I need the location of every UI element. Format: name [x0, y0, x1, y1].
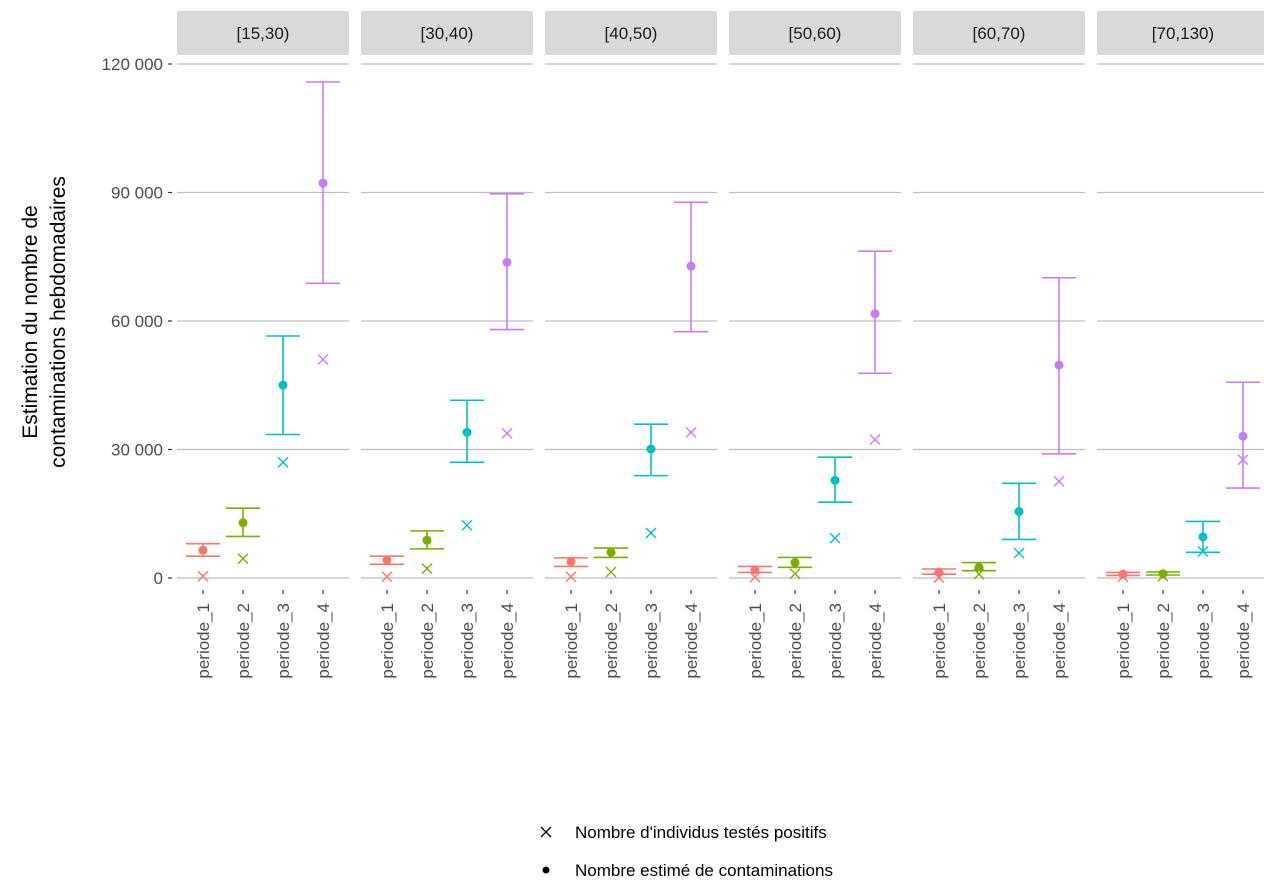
positives-point-periode_2: [237, 553, 249, 565]
positives-point-periode_2: [1157, 570, 1169, 582]
estimate-point-periode_2: [422, 535, 432, 545]
positives-point-periode_2: [789, 568, 801, 580]
positives-point-periode_1: [381, 571, 393, 583]
estimate-point-periode_3: [278, 380, 288, 390]
x-tick-label: periode_1: [194, 603, 213, 679]
positives-point-periode_1: [1117, 571, 1129, 583]
facet-strip: [545, 11, 717, 55]
positives-point-periode_4: [685, 426, 697, 438]
x-tick-label: periode_2: [418, 603, 437, 679]
positives-point-periode_2: [605, 566, 617, 578]
y-tick-label: 0: [154, 569, 163, 588]
x-tick-label: periode_2: [234, 603, 253, 679]
x-tick-label: periode_1: [930, 603, 949, 679]
estimate-point-periode_3: [462, 427, 472, 437]
facet-strip: [361, 11, 533, 55]
x-tick-label: periode_2: [786, 603, 805, 679]
legend-label-estimate: Nombre estimé de contaminations: [575, 861, 833, 880]
legend-cross-symbol: [540, 826, 552, 838]
estimate-point-periode_3: [830, 475, 840, 485]
estimate-point-periode_4: [870, 309, 880, 319]
legend-dot-symbol: [542, 866, 550, 874]
x-tick-label: periode_4: [682, 603, 701, 679]
facet-strip: [913, 11, 1085, 55]
positives-point-periode_3: [461, 519, 473, 531]
x-tick-label: periode_3: [274, 603, 293, 679]
facet-label: [15,30): [237, 24, 290, 43]
x-tick-label: periode_2: [602, 603, 621, 679]
facet-strip: [1097, 11, 1264, 55]
positives-point-periode_1: [565, 571, 577, 583]
y-axis-title-line1: Estimation du nombre de: [19, 205, 42, 438]
x-tick-label: periode_3: [826, 603, 845, 679]
x-tick-label: periode_4: [498, 603, 517, 679]
estimate-point-periode_1: [198, 545, 208, 555]
estimate-point-periode_1: [566, 557, 576, 567]
positives-point-periode_3: [1197, 545, 1209, 557]
x-tick-label: periode_4: [314, 603, 333, 679]
x-tick-label: periode_1: [378, 603, 397, 679]
positives-point-periode_4: [1053, 475, 1065, 487]
positives-point-periode_3: [1013, 547, 1025, 559]
x-tick-label: periode_1: [562, 603, 581, 679]
estimate-point-periode_3: [646, 444, 656, 454]
facet-label: [60,70): [973, 24, 1026, 43]
estimate-point-periode_2: [238, 518, 248, 528]
x-tick-label: periode_1: [1114, 603, 1133, 679]
x-tick-label: periode_4: [866, 603, 885, 679]
positives-point-periode_3: [277, 456, 289, 468]
facet-label: [30,40): [421, 24, 474, 43]
positives-point-periode_2: [973, 568, 985, 580]
estimate-point-periode_2: [606, 547, 616, 557]
x-tick-label: periode_1: [746, 603, 765, 679]
estimate-point-periode_2: [790, 558, 800, 568]
x-tick-label: periode_2: [970, 603, 989, 679]
estimate-point-periode_4: [502, 257, 512, 267]
estimate-point-periode_3: [1198, 532, 1208, 542]
estimate-point-periode_4: [1238, 431, 1248, 441]
positives-point-periode_1: [749, 571, 761, 583]
estimate-point-periode_1: [382, 555, 392, 565]
positives-point-periode_4: [869, 434, 881, 446]
positives-point-periode_3: [645, 527, 657, 539]
facet-label: [50,60): [789, 24, 842, 43]
x-tick-label: periode_3: [642, 603, 661, 679]
x-tick-label: periode_3: [458, 603, 477, 679]
x-tick-label: periode_4: [1050, 603, 1069, 679]
positives-point-periode_2: [421, 563, 433, 575]
estimate-point-periode_4: [686, 261, 696, 271]
estimate-point-periode_3: [1014, 507, 1024, 517]
x-tick-label: periode_3: [1194, 603, 1213, 679]
y-axis-title-line2: contaminations hebdomadaires: [47, 176, 70, 468]
positives-point-periode_1: [197, 570, 209, 582]
positives-point-periode_4: [501, 427, 513, 439]
y-tick-label: 60 000: [111, 312, 163, 331]
facet-label: [70,130): [1152, 24, 1214, 43]
positives-point-periode_4: [1237, 454, 1249, 466]
facet-strip: [729, 11, 901, 55]
positives-point-periode_4: [317, 354, 329, 366]
estimate-point-periode_1: [750, 565, 760, 575]
estimate-point-periode_2: [1158, 569, 1168, 579]
x-tick-label: periode_4: [1234, 603, 1253, 679]
positives-point-periode_3: [829, 532, 841, 544]
estimate-point-periode_4: [1054, 360, 1064, 370]
x-tick-label: periode_3: [1010, 603, 1029, 679]
facet-strip: [177, 11, 349, 55]
estimate-point-periode_1: [934, 567, 944, 577]
positives-point-periode_1: [933, 572, 945, 584]
legend-label-positives: Nombre d'individus testés positifs: [575, 823, 827, 842]
y-tick-label: 30 000: [111, 441, 163, 460]
y-tick-label: 120 000: [102, 55, 163, 74]
estimate-point-periode_4: [318, 178, 328, 188]
x-tick-label: periode_2: [1154, 603, 1173, 679]
y-tick-label: 90 000: [111, 184, 163, 203]
estimate-point-periode_1: [1118, 569, 1128, 579]
facet-label: [40,50): [605, 24, 658, 43]
estimate-point-periode_2: [974, 562, 984, 572]
